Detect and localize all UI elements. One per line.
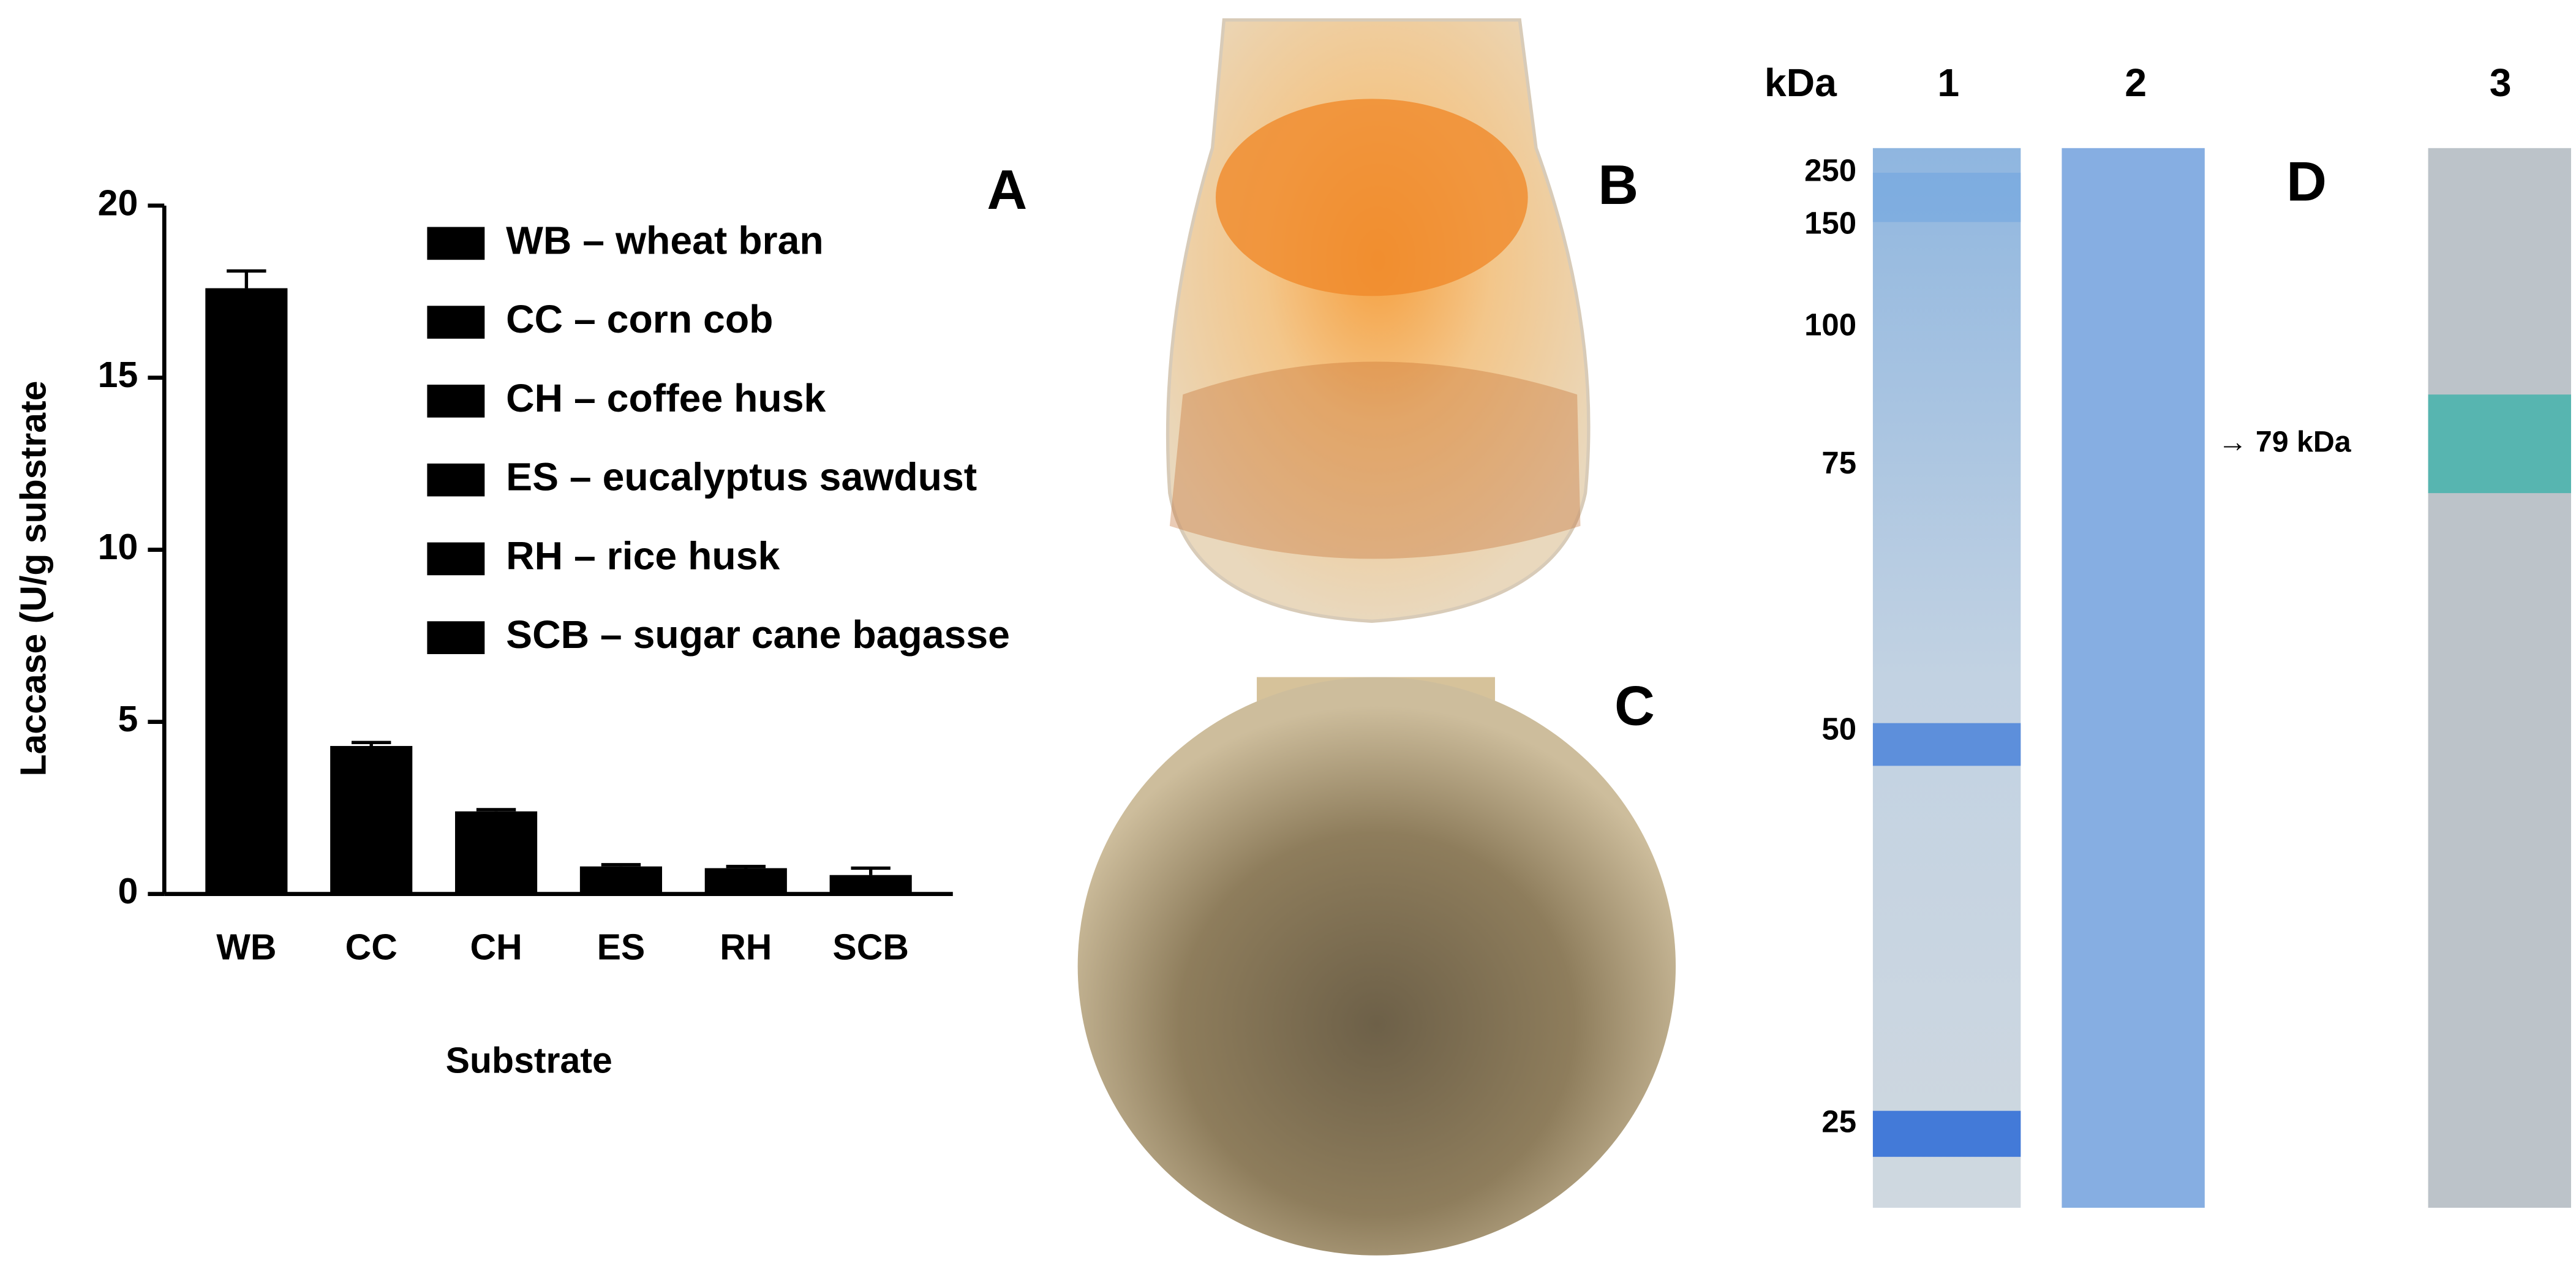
y-tick-label: 5 bbox=[118, 699, 138, 739]
bar bbox=[579, 866, 663, 894]
legend-label: WB – wheat bran bbox=[506, 218, 824, 262]
error-bar bbox=[227, 269, 266, 288]
x-tick-label: WB bbox=[216, 927, 276, 967]
x-tick-label: CH bbox=[470, 927, 522, 967]
marker-label: 50 bbox=[1821, 712, 1856, 747]
panel-label: C bbox=[1614, 674, 1655, 737]
error-bar bbox=[601, 863, 641, 867]
marker-label: 150 bbox=[1804, 205, 1856, 240]
legend-swatch bbox=[427, 621, 485, 654]
y-tick-label: 20 bbox=[98, 183, 138, 223]
error-bar bbox=[476, 808, 516, 812]
error-bar bbox=[352, 740, 391, 746]
marker-label: 25 bbox=[1821, 1104, 1856, 1139]
lane-label: 1 bbox=[1937, 61, 1959, 105]
bar bbox=[205, 288, 288, 894]
lane-label: 2 bbox=[2125, 61, 2147, 105]
error-bar bbox=[851, 866, 891, 875]
marker-label: 75 bbox=[1821, 445, 1856, 480]
x-tick-label: ES bbox=[597, 927, 646, 967]
error-bar bbox=[726, 864, 766, 868]
legend-label: SCB – sugar cane bagasse bbox=[506, 612, 1010, 657]
annotation: → 79 kDa bbox=[2218, 425, 2351, 458]
bar bbox=[455, 811, 538, 894]
legend-swatch bbox=[427, 227, 485, 260]
bar bbox=[330, 745, 413, 894]
y-axis-title: Laccase (U/g substrate bbox=[13, 381, 54, 777]
x-tick-label: CC bbox=[345, 927, 397, 967]
legend-swatch bbox=[427, 385, 485, 418]
x-tick-label: RH bbox=[720, 927, 772, 967]
photo-c bbox=[1077, 677, 1676, 1256]
bar bbox=[829, 875, 912, 894]
x-axis-title: Substrate bbox=[446, 1040, 612, 1080]
panel-label: B bbox=[1598, 154, 1638, 216]
y-tick-label: 0 bbox=[118, 871, 138, 911]
gel-unit-header: kDa bbox=[1764, 61, 1837, 105]
gel bbox=[1872, 148, 2571, 1208]
bar bbox=[704, 868, 787, 894]
legend-label: CC – corn cob bbox=[506, 297, 773, 341]
panel-label: D bbox=[2286, 151, 2327, 213]
legend-label: RH – rice husk bbox=[506, 533, 780, 578]
x-tick-label: SCB bbox=[832, 927, 909, 967]
marker-label: 250 bbox=[1804, 153, 1856, 188]
legend-swatch bbox=[427, 542, 485, 576]
legend-label: CH – coffee husk bbox=[506, 376, 826, 420]
photo-b bbox=[1166, 18, 1591, 623]
lane-label: 3 bbox=[2490, 61, 2512, 105]
y-tick-label: 15 bbox=[98, 355, 138, 395]
legend-swatch bbox=[427, 463, 485, 497]
legend-label: ES – eucalyptus sawdust bbox=[506, 455, 977, 499]
panel-label: A bbox=[987, 159, 1027, 221]
legend-swatch bbox=[427, 306, 485, 339]
y-tick-label: 10 bbox=[98, 527, 138, 567]
marker-label: 100 bbox=[1804, 307, 1856, 342]
